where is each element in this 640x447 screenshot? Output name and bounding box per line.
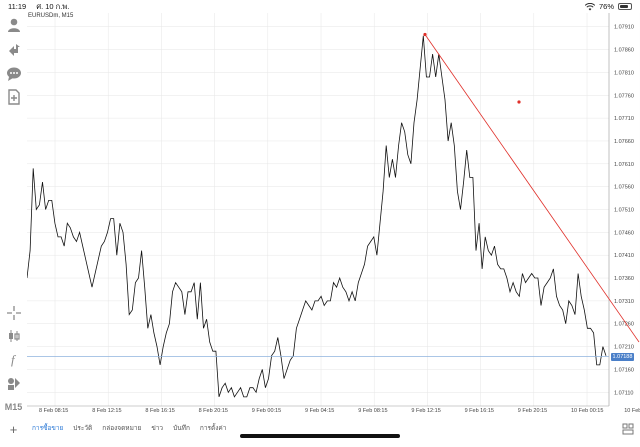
new-order-icon bbox=[7, 88, 20, 105]
chart-area[interactable]: 1.07910 1.07860 1.07810 1.07760 1.07710 1.076… bbox=[27, 13, 640, 413]
wifi-icon bbox=[584, 2, 595, 10]
price-chart[interactable]: 1.07910 1.07860 1.07810 1.07760 1.07710 1.076… bbox=[27, 13, 640, 413]
symbol-label: EURUSDm, M15 bbox=[28, 13, 74, 19]
add-button[interactable]: + bbox=[9, 421, 18, 437]
x-tick-label: 8 Feb 16:15 bbox=[145, 408, 174, 413]
y-tick-label: 1.07560 bbox=[614, 185, 634, 191]
trend-line bbox=[424, 34, 640, 343]
battery-percent: 76% bbox=[598, 2, 614, 11]
x-tick-label: 9 Feb 00:15 bbox=[252, 408, 281, 413]
timeframe-tool[interactable]: M15 bbox=[4, 397, 23, 416]
svg-text:f: f bbox=[11, 352, 17, 367]
chat-icon bbox=[6, 67, 21, 81]
left-toolbar: f M15 bbox=[0, 13, 27, 413]
y-tick-label: 1.07260 bbox=[614, 322, 634, 328]
y-tick-label: 1.07310 bbox=[614, 299, 634, 305]
objects-icon bbox=[7, 377, 20, 390]
y-tick-label: 1.07160 bbox=[614, 367, 634, 373]
x-tick-label: 8 Feb 08:15 bbox=[39, 408, 68, 413]
new-order-tool[interactable] bbox=[4, 87, 23, 106]
y-tick-label: 1.07360 bbox=[614, 276, 634, 282]
x-tick-label: 9 Feb 16:15 bbox=[465, 408, 494, 413]
y-tick-label: 1.07610 bbox=[614, 162, 634, 168]
tab-2[interactable]: กล่องจดหมาย bbox=[102, 425, 142, 432]
price-series-line bbox=[27, 35, 607, 398]
trade-tool[interactable] bbox=[4, 40, 23, 59]
y-tick-label: 1.07210 bbox=[614, 345, 634, 351]
tab-5[interactable]: การตั้งค่า bbox=[199, 425, 227, 432]
account-icon bbox=[7, 18, 20, 32]
y-tick-label: 1.07660 bbox=[614, 139, 634, 145]
status-date: ศ. 10 ก.พ. bbox=[36, 2, 70, 11]
y-tick-label: 1.07410 bbox=[614, 253, 634, 259]
candles-icon bbox=[8, 329, 20, 342]
home-indicator bbox=[240, 434, 400, 438]
trend-handle-mid bbox=[517, 100, 521, 104]
battery-fill bbox=[620, 5, 629, 8]
y-tick-label: 1.07710 bbox=[614, 116, 634, 122]
status-right: 76% bbox=[584, 0, 632, 13]
y-tick-label: 1.07460 bbox=[614, 230, 634, 236]
layout-icon[interactable] bbox=[622, 423, 634, 435]
crosshair-icon bbox=[6, 305, 21, 320]
x-tick-label: 8 Feb 12:15 bbox=[92, 408, 121, 413]
x-tick-label: 10 Feb 04:15 bbox=[624, 408, 640, 413]
y-tick-label: 1.07760 bbox=[614, 93, 634, 99]
crosshair-tool[interactable] bbox=[4, 303, 23, 322]
y-tick-label: 1.07110 bbox=[614, 390, 633, 396]
objects-tool[interactable] bbox=[4, 373, 23, 392]
y-tick-label: 1.07910 bbox=[614, 25, 634, 31]
x-tick-label: 9 Feb 08:15 bbox=[358, 408, 387, 413]
x-tick-label: 10 Feb 00:15 bbox=[571, 408, 603, 413]
timeframe-label: M15 bbox=[4, 401, 23, 412]
tab-1[interactable]: ประวัติ bbox=[73, 425, 93, 432]
x-tick-label: 8 Feb 20:15 bbox=[199, 408, 228, 413]
account-tool[interactable] bbox=[4, 15, 23, 34]
indicators-icon: f bbox=[11, 352, 17, 367]
y-tick-label: 1.07810 bbox=[614, 70, 634, 76]
x-tick-label: 9 Feb 04:15 bbox=[305, 408, 334, 413]
trade-icon bbox=[8, 43, 20, 56]
trend-handle-start bbox=[423, 32, 427, 37]
current-price-badge: 1.07188 bbox=[611, 352, 634, 361]
y-tick-label: 1.07510 bbox=[614, 208, 634, 214]
tab-4[interactable]: บันทึก bbox=[173, 425, 190, 432]
status-time: 11:19 bbox=[8, 2, 27, 11]
status-bar: 11:19 ศ. 10 ก.พ. 76% bbox=[0, 0, 640, 13]
x-tick-label: 9 Feb 20:15 bbox=[518, 408, 547, 413]
indicators-tool[interactable]: f bbox=[4, 349, 23, 368]
bottom-bar: + การซื้อขาย ประวัติ กล่องจดหมาย ข่าว บันทึก… bbox=[0, 419, 640, 439]
battery-icon bbox=[618, 3, 632, 10]
candles-tool[interactable] bbox=[4, 326, 23, 345]
y-tick-label: 1.07860 bbox=[614, 48, 634, 54]
bottom-tabs: การซื้อขาย ประวัติ กล่องจดหมาย ข่าว บันทึก กา… bbox=[27, 423, 231, 435]
tab-3[interactable]: ข่าว bbox=[151, 425, 164, 432]
chat-tool[interactable] bbox=[4, 64, 23, 83]
status-left: 11:19 ศ. 10 ก.พ. bbox=[8, 0, 69, 13]
x-tick-label: 9 Feb 12:15 bbox=[411, 408, 440, 413]
tab-0[interactable]: การซื้อขาย bbox=[32, 425, 64, 432]
